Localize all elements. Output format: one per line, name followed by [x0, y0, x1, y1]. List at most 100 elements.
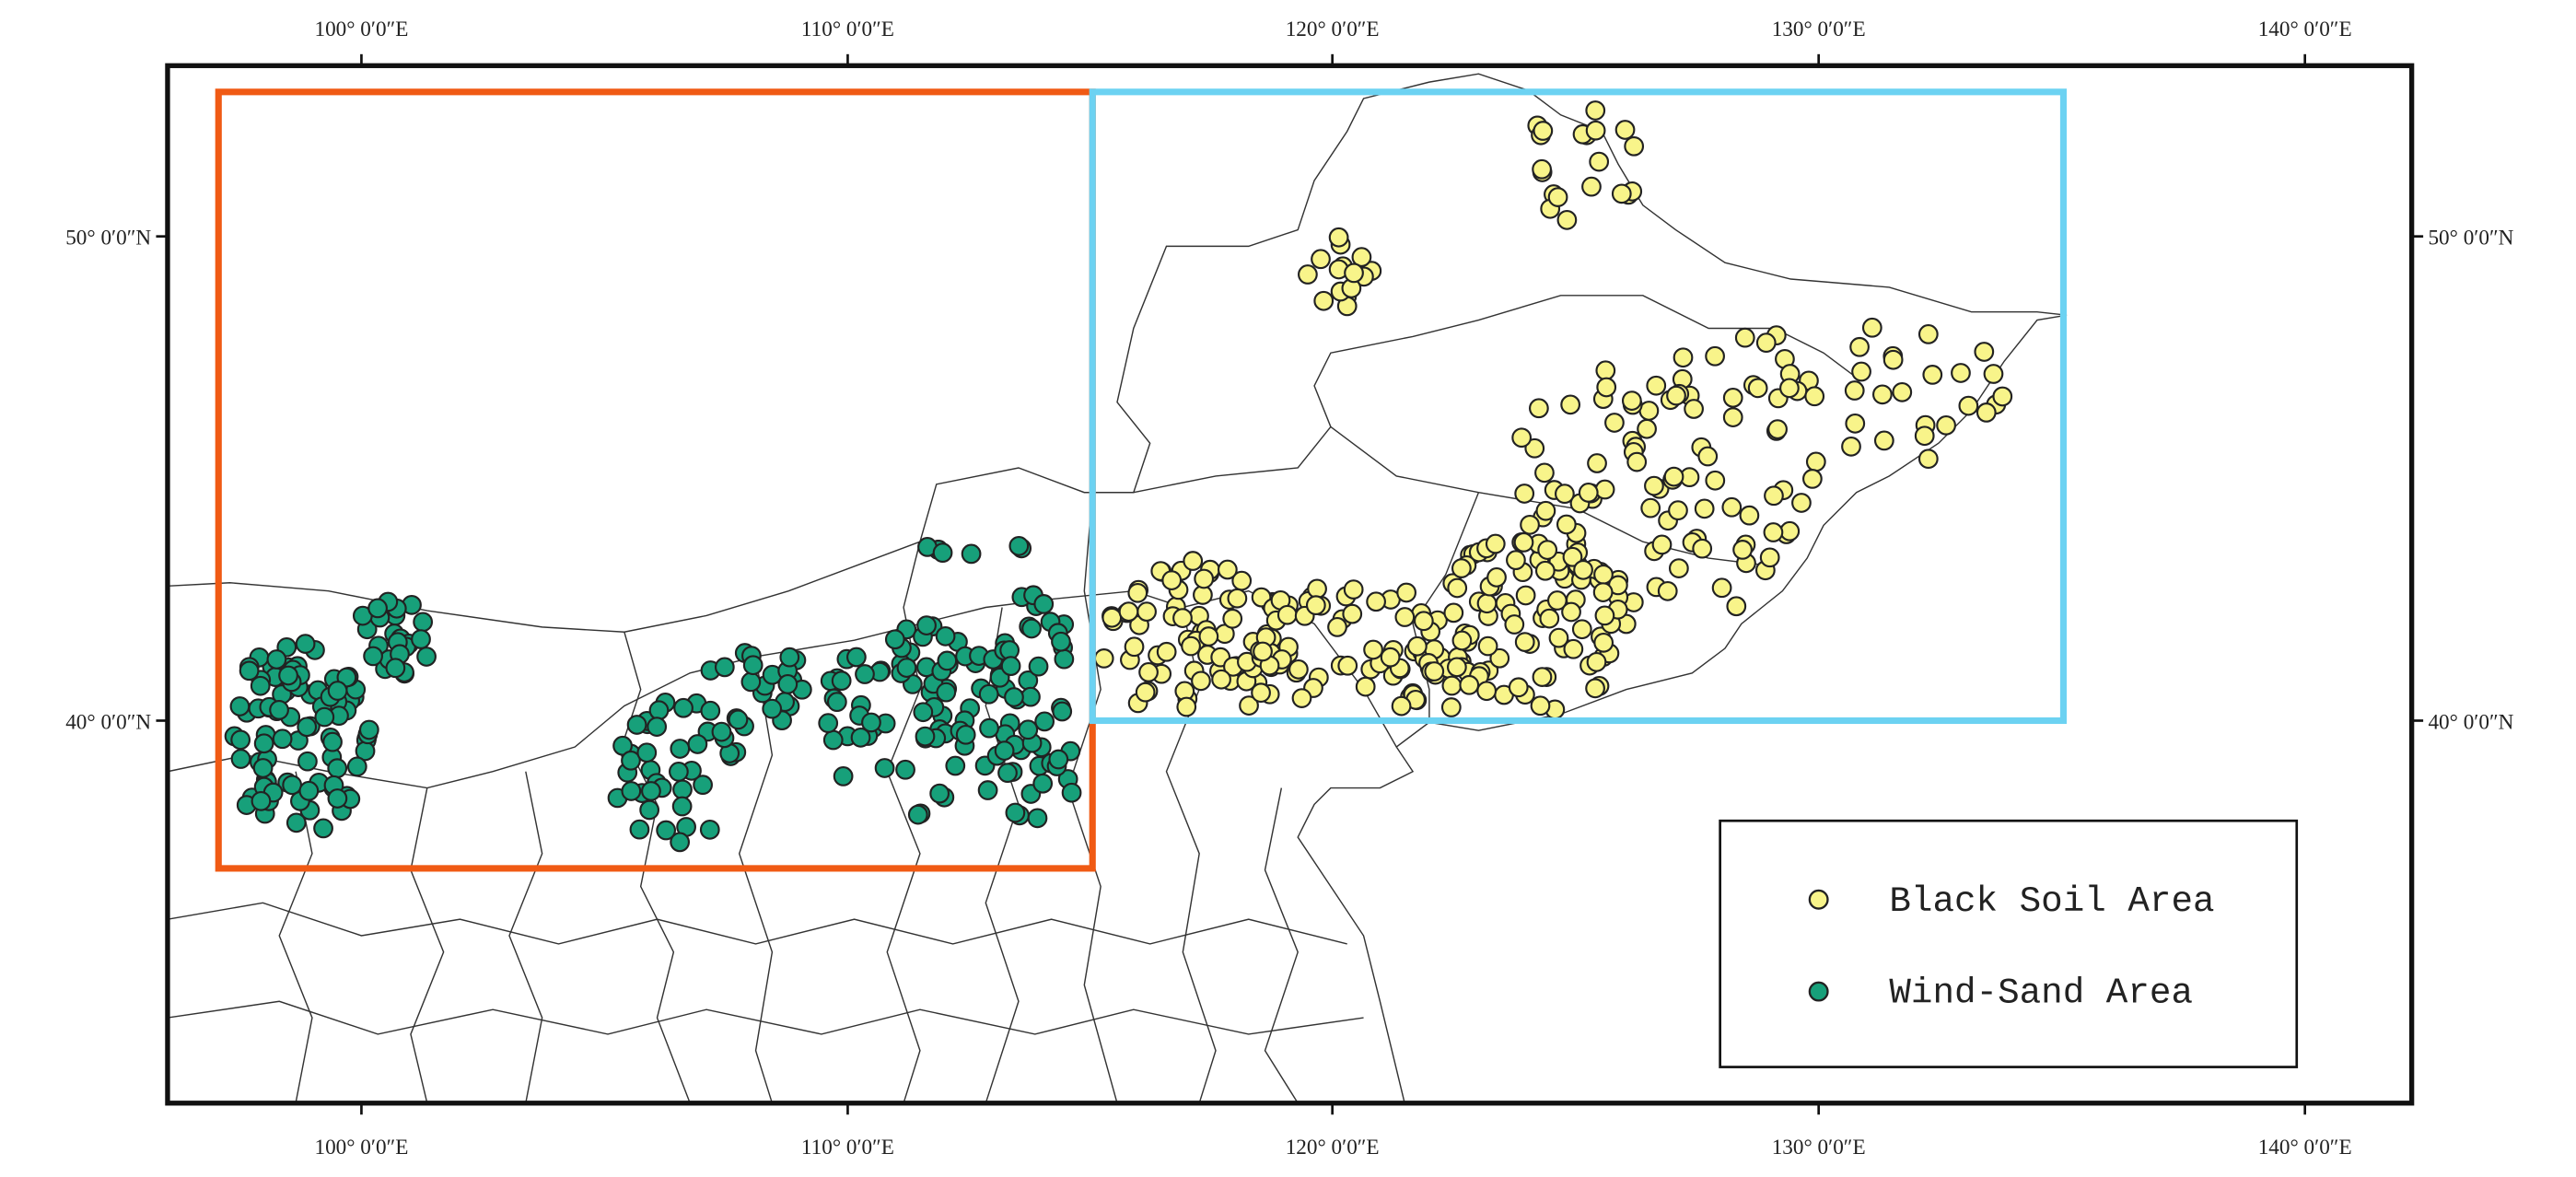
sample-point: [1485, 533, 1506, 554]
sample-point: [1621, 390, 1642, 411]
sample-point: [1958, 395, 1979, 416]
sample-point: [1666, 385, 1686, 406]
sample-point: [1407, 635, 1428, 657]
sample-point: [670, 832, 691, 853]
sample-point: [1592, 582, 1614, 602]
sample-point: [935, 625, 956, 647]
sample-point: [298, 780, 320, 801]
sample-point: [1804, 386, 1825, 407]
legend: Black Soil Area Wind-Sand Area: [1719, 819, 2299, 1068]
sample-point: [1504, 614, 1525, 635]
sample-point: [937, 650, 958, 671]
sample-point: [1451, 558, 1472, 578]
sample-point: [314, 706, 335, 728]
sample-point: [1705, 470, 1726, 491]
sample-point: [1764, 485, 1784, 507]
sample-point: [1546, 590, 1568, 611]
sample-point: [1288, 659, 1309, 680]
sample-point: [641, 781, 661, 801]
sample-point: [411, 629, 431, 649]
sample-point: [822, 729, 844, 751]
sample-point: [1198, 626, 1219, 647]
sample-point: [1873, 430, 1894, 451]
sample-point: [1276, 604, 1298, 625]
sample-point: [1562, 546, 1583, 567]
sample-point: [1446, 657, 1467, 678]
sample-point: [1486, 567, 1507, 588]
sample-point: [693, 775, 713, 796]
sample-point: [1882, 349, 1904, 370]
sample-point: [367, 598, 388, 619]
sample-point: [1763, 522, 1784, 542]
sample-point: [1739, 505, 1760, 526]
sample-point: [626, 715, 647, 735]
sample-point: [672, 779, 693, 800]
sample-point: [1033, 594, 1055, 614]
sample-point: [1018, 719, 1039, 740]
sample-point: [895, 759, 915, 780]
sample-point: [1914, 425, 1935, 447]
sample-point: [1239, 695, 1259, 716]
sample-point: [1697, 446, 1719, 467]
sample-point: [1413, 611, 1434, 632]
sample-point: [1327, 617, 1347, 637]
sample-point: [1027, 808, 1048, 829]
sample-point: [1561, 601, 1581, 623]
sample-point: [1861, 317, 1882, 338]
sample-point: [1054, 648, 1075, 670]
sample-point: [1534, 462, 1555, 484]
sample-point: [1626, 451, 1648, 472]
sample-point: [1767, 419, 1788, 439]
sample-point: [728, 709, 749, 730]
sample-point: [700, 700, 721, 721]
sample-point: [639, 799, 660, 821]
sample-point: [955, 724, 976, 745]
sample-point: [636, 742, 658, 763]
top-tick-label: 110° 0′0″E: [801, 17, 894, 41]
sample-point: [1032, 773, 1054, 794]
sample-point: [295, 634, 316, 654]
sample-point: [1311, 249, 1331, 270]
sample-point: [1721, 496, 1743, 518]
sample-point: [1694, 498, 1715, 519]
sample-point: [977, 780, 998, 800]
sample-point: [673, 697, 694, 718]
sample-point: [1021, 618, 1042, 639]
sample-point: [1355, 676, 1376, 697]
sample-point: [913, 702, 934, 723]
sample-point: [1127, 582, 1148, 603]
legend-marker: [1808, 981, 1829, 1002]
sample-point: [1585, 100, 1606, 121]
sample-point: [1533, 121, 1554, 141]
sample-point: [762, 698, 783, 719]
sample-point: [1560, 394, 1581, 415]
sample-point: [777, 674, 798, 694]
sample-point: [1000, 656, 1021, 677]
sample-point: [997, 763, 1018, 784]
sample-point: [1524, 437, 1545, 459]
sample-point: [647, 717, 668, 737]
sample-point: [742, 655, 763, 676]
sample-point: [669, 762, 689, 782]
sample-point: [229, 696, 251, 717]
sample-point: [266, 649, 287, 670]
sample-point: [994, 740, 1015, 761]
top-tick-label: 100° 0′0″E: [314, 17, 408, 41]
boundaries: [167, 73, 2068, 1104]
sample-point: [1443, 602, 1464, 623]
sample-point: [1951, 363, 1971, 383]
sample-point: [936, 682, 957, 703]
sample-point: [1644, 475, 1664, 496]
sample-point: [1802, 469, 1823, 489]
sample-point: [1508, 677, 1529, 698]
sample-point: [1253, 641, 1273, 662]
sample-point: [1849, 336, 1870, 357]
sample-point: [1441, 675, 1463, 696]
sample-point: [1136, 601, 1157, 623]
sample-point: [1227, 588, 1248, 609]
bottom-tick-label: 130° 0′0″E: [1772, 1136, 1866, 1160]
sample-point: [1514, 484, 1535, 504]
sample-point: [1755, 332, 1777, 354]
sample-point: [1344, 262, 1364, 284]
sample-point: [1668, 500, 1688, 521]
